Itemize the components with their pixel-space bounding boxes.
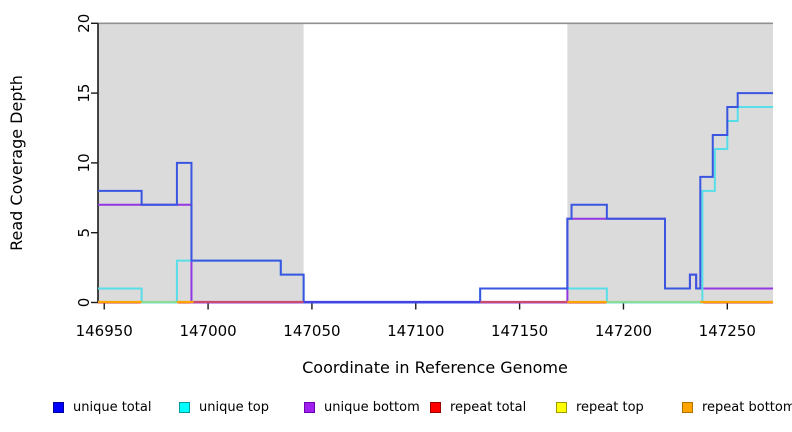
legend-swatch-icon — [304, 401, 315, 413]
plot-legend: unique total unique top unique bottom repea… — [0, 398, 792, 422]
y-axis-title: Read Coverage Depth — [7, 75, 26, 251]
legend-swatch-icon — [682, 401, 693, 413]
legend-item-unique-total: unique total — [53, 398, 151, 416]
legend-item-unique-top: unique top — [179, 398, 269, 416]
x-tick-label: 147000 — [179, 322, 236, 340]
legend-swatch-icon — [179, 401, 190, 413]
x-tick-label: 147200 — [595, 322, 652, 340]
x-axis-title: Coordinate in Reference Genome — [302, 358, 568, 377]
legend-label: repeat top — [576, 399, 644, 415]
legend-label: repeat bottom — [702, 399, 792, 415]
legend-item-repeat-top: repeat top — [556, 398, 644, 416]
legend-swatch-icon — [556, 401, 567, 413]
legend-item-repeat-total: repeat total — [430, 398, 526, 416]
y-tick-label: 20 — [75, 14, 93, 33]
y-tick-label: 0 — [75, 298, 93, 308]
x-tick-label: 147050 — [283, 322, 340, 340]
legend-item-repeat-bottom: repeat bottom — [682, 398, 792, 416]
y-tick-label: 5 — [75, 228, 93, 238]
y-tick-label: 10 — [75, 153, 93, 172]
legend-label: unique bottom — [324, 399, 420, 415]
coverage-plot: 146950 147000 147050 147100 147150 147200 1472… — [7, 14, 773, 377]
legend-label: unique top — [199, 399, 270, 415]
legend-swatch-icon — [430, 401, 441, 413]
repeat-region-2 — [567, 23, 773, 303]
legend-label: repeat total — [450, 399, 527, 415]
legend-item-unique-bottom: unique bottom — [304, 398, 420, 416]
x-tick-label: 146950 — [76, 322, 133, 340]
x-tick-label: 147150 — [491, 322, 548, 340]
repeat-region-1 — [98, 23, 304, 303]
x-tick-label: 147100 — [387, 322, 444, 340]
x-tick-label: 147250 — [699, 322, 756, 340]
y-tick-label: 15 — [75, 84, 93, 103]
plot-layers: 146950 147000 147050 147100 147150 147200 1472… — [75, 14, 773, 340]
legend-label: unique total — [73, 399, 152, 415]
series-unique-total — [98, 92, 773, 304]
legend-swatch-icon — [53, 401, 64, 413]
